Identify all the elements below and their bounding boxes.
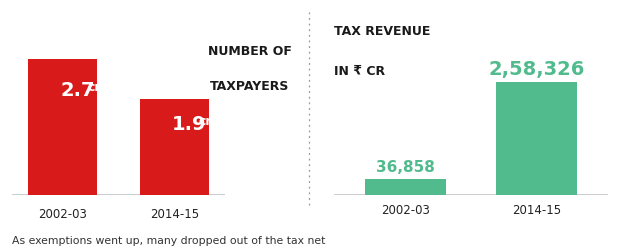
Text: NUMBER OF: NUMBER OF xyxy=(208,45,291,58)
Text: 2014-15: 2014-15 xyxy=(150,207,199,220)
Bar xyxy=(28,60,97,195)
Bar xyxy=(140,100,209,195)
Text: TAX REVENUE: TAX REVENUE xyxy=(334,25,430,38)
Text: 2,58,326: 2,58,326 xyxy=(489,60,585,79)
Text: 2002-03: 2002-03 xyxy=(381,203,430,216)
Bar xyxy=(365,179,446,195)
Text: 2.7: 2.7 xyxy=(61,81,95,100)
Text: As exemptions went up, many dropped out of the tax net: As exemptions went up, many dropped out … xyxy=(12,235,326,245)
Text: IN ₹ CR: IN ₹ CR xyxy=(334,65,385,78)
Text: 2014-15: 2014-15 xyxy=(512,203,561,216)
Text: 2002-03: 2002-03 xyxy=(38,207,87,220)
Text: 1.9: 1.9 xyxy=(172,115,207,134)
Text: 36,858: 36,858 xyxy=(376,160,435,174)
Text: TAXPAYERS: TAXPAYERS xyxy=(210,80,290,93)
Text: cr: cr xyxy=(87,81,101,94)
Bar xyxy=(496,82,577,195)
Text: cr: cr xyxy=(199,115,212,128)
